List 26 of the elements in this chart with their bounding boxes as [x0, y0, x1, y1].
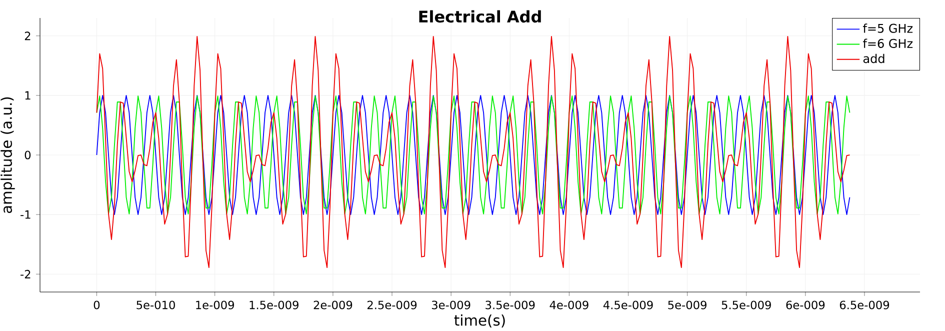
- y-tick-label: 0: [24, 150, 31, 160]
- x-tick-label: 1.5e-009: [250, 300, 298, 310]
- x-tick-label: 4e-009: [550, 300, 588, 310]
- x-tick-label: 5.5e-009: [722, 300, 771, 310]
- x-tick-label: 3.5e-009: [486, 300, 535, 310]
- x-tick-label: 1e-009: [196, 300, 234, 310]
- legend-label: f=5 GHz: [862, 24, 913, 33]
- legend-label: f=6 GHz: [862, 38, 913, 48]
- x-axis-title: time(s): [454, 314, 505, 328]
- x-tick-label: 5e-009: [668, 300, 706, 310]
- x-tick-label: 0: [94, 300, 100, 310]
- y-tick-label: -2: [20, 270, 30, 278]
- x-tick-label: 5e-010: [136, 300, 175, 310]
- y-tick-label: 1: [25, 91, 30, 100]
- line-series: [96, 36, 850, 268]
- x-tick-label: 2e-009: [314, 300, 352, 310]
- chart-title: Electrical Add: [419, 10, 541, 23]
- x-tick-label: 6e-009: [786, 300, 825, 310]
- legend-label: add: [863, 54, 884, 64]
- x-tick-label: 6.5e-009: [840, 300, 890, 310]
- y-axis-title: amplitude (a.u.): [0, 97, 15, 214]
- x-tick-label: 3e-009: [432, 300, 470, 310]
- x-tick-label: 4.5e-009: [603, 300, 653, 310]
- y-tick-label: 2: [24, 32, 30, 40]
- y-tick-label: -1: [20, 210, 30, 219]
- x-tick-label: 2.5e-009: [367, 300, 417, 310]
